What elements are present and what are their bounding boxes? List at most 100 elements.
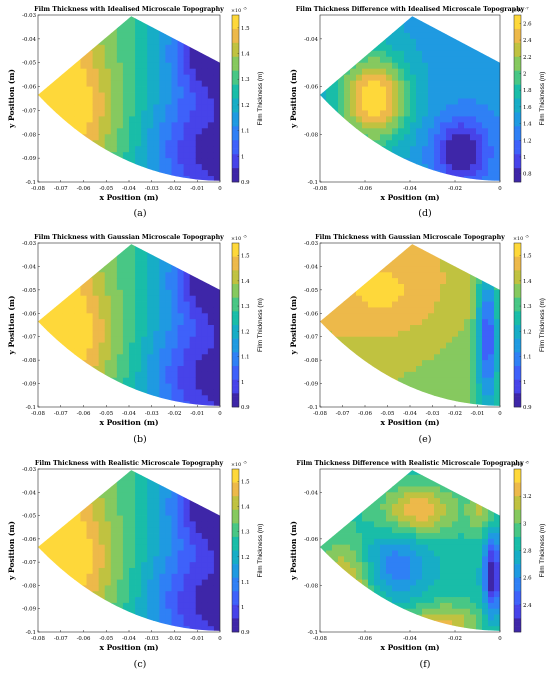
- heat-cell: [135, 80, 142, 87]
- heat-cell: [386, 98, 393, 105]
- heat-cell: [476, 134, 483, 141]
- heat-cell: [56, 597, 63, 604]
- heat-cell: [195, 307, 203, 314]
- heat-cell: [129, 556, 136, 563]
- heat-cell: [177, 360, 184, 367]
- heat-cell: [68, 272, 75, 279]
- heat-cell: [62, 585, 69, 592]
- heat-cell: [183, 486, 191, 493]
- heat-cell: [320, 579, 327, 586]
- heat-cell: [410, 348, 417, 355]
- heat-cell: [98, 140, 106, 147]
- heat-cell: [422, 152, 429, 159]
- heat-cell: [177, 389, 184, 396]
- heat-cell: [50, 176, 57, 181]
- heat-cell: [104, 354, 112, 361]
- heat-cell: [338, 38, 345, 46]
- colorbar-segment: [514, 300, 521, 304]
- heat-cell: [98, 562, 106, 569]
- heat-cell: [380, 116, 387, 123]
- heat-cell: [416, 146, 423, 153]
- heat-cell: [338, 170, 345, 177]
- heat-cell: [98, 480, 106, 487]
- colorbar-segment: [232, 574, 239, 578]
- heat-cell: [104, 383, 112, 390]
- heat-cell: [488, 371, 495, 379]
- heat-cell: [404, 395, 411, 402]
- heat-cell: [189, 20, 197, 28]
- heat-cell: [201, 266, 209, 273]
- heat-cell: [56, 68, 63, 76]
- heat-cell: [422, 86, 429, 93]
- heat-cell: [362, 295, 369, 302]
- heat-cell: [332, 319, 339, 326]
- heat-cell: [410, 336, 417, 343]
- heat-cell: [476, 284, 483, 291]
- heat-cell: [195, 474, 203, 482]
- heat-cell: [171, 68, 178, 76]
- heat-cell: [68, 295, 75, 302]
- heat-cell: [386, 146, 393, 153]
- heat-cell: [356, 176, 363, 181]
- heat-cell: [159, 278, 166, 285]
- heat-cell: [320, 354, 327, 361]
- heat-cell: [129, 176, 136, 181]
- heat-cell: [50, 16, 57, 22]
- heat-cell: [362, 152, 369, 159]
- colorbar-segment: [514, 404, 521, 408]
- heat-cell: [482, 44, 489, 52]
- heat-cell: [434, 266, 441, 273]
- heat-cell: [422, 122, 429, 129]
- heat-cell: [476, 395, 483, 402]
- heat-cell: [56, 492, 63, 499]
- heat-cell: [440, 50, 447, 58]
- heat-cell: [177, 266, 184, 273]
- colorbar-segment: [232, 379, 239, 383]
- heat-cell: [416, 68, 423, 76]
- heat-cell: [80, 307, 87, 314]
- heat-cell: [110, 371, 118, 379]
- heat-cell: [80, 164, 87, 171]
- heat-cell: [362, 26, 369, 34]
- heat-cell: [201, 20, 209, 28]
- heat-cell: [422, 68, 429, 76]
- heat-cell: [344, 336, 351, 343]
- heat-cell: [98, 515, 106, 522]
- y-tick-label: -0.08: [304, 132, 318, 138]
- heat-cell: [86, 92, 93, 99]
- heat-cell: [332, 152, 339, 159]
- heat-cell: [129, 597, 136, 604]
- heat-cell: [338, 395, 345, 402]
- x-tick-label: -0.05: [99, 411, 113, 417]
- heat-cell: [416, 244, 423, 250]
- heat-cell: [98, 98, 106, 105]
- colorbar-segment: [514, 248, 521, 252]
- heat-cell: [344, 538, 351, 546]
- heat-cell: [213, 544, 220, 551]
- colorbar-segment: [232, 251, 239, 255]
- heat-cell: [458, 86, 465, 93]
- colorbar-tick-label: 0.9: [241, 405, 250, 411]
- heat-cell: [171, 38, 178, 46]
- heat-cell: [110, 26, 118, 34]
- heat-cell: [458, 401, 465, 406]
- heat-cell: [350, 401, 357, 406]
- heat-cell: [482, 401, 489, 406]
- heat-cell: [201, 395, 209, 402]
- heat-cell: [374, 377, 381, 384]
- heat-cell: [153, 503, 160, 511]
- heat-cell: [177, 80, 184, 87]
- heat-cell: [368, 254, 375, 261]
- heat-cell: [201, 480, 209, 487]
- heat-cell: [470, 313, 477, 320]
- heat-cell: [189, 128, 197, 135]
- heat-cell: [116, 550, 124, 557]
- heat-cell: [189, 360, 197, 367]
- heat-cell: [207, 348, 215, 355]
- heat-cell: [476, 170, 483, 177]
- heat-cell: [141, 289, 148, 297]
- heat-cell: [159, 128, 166, 135]
- heat-cell: [165, 567, 172, 575]
- heat-cell: [332, 366, 339, 373]
- heat-cell: [410, 244, 417, 250]
